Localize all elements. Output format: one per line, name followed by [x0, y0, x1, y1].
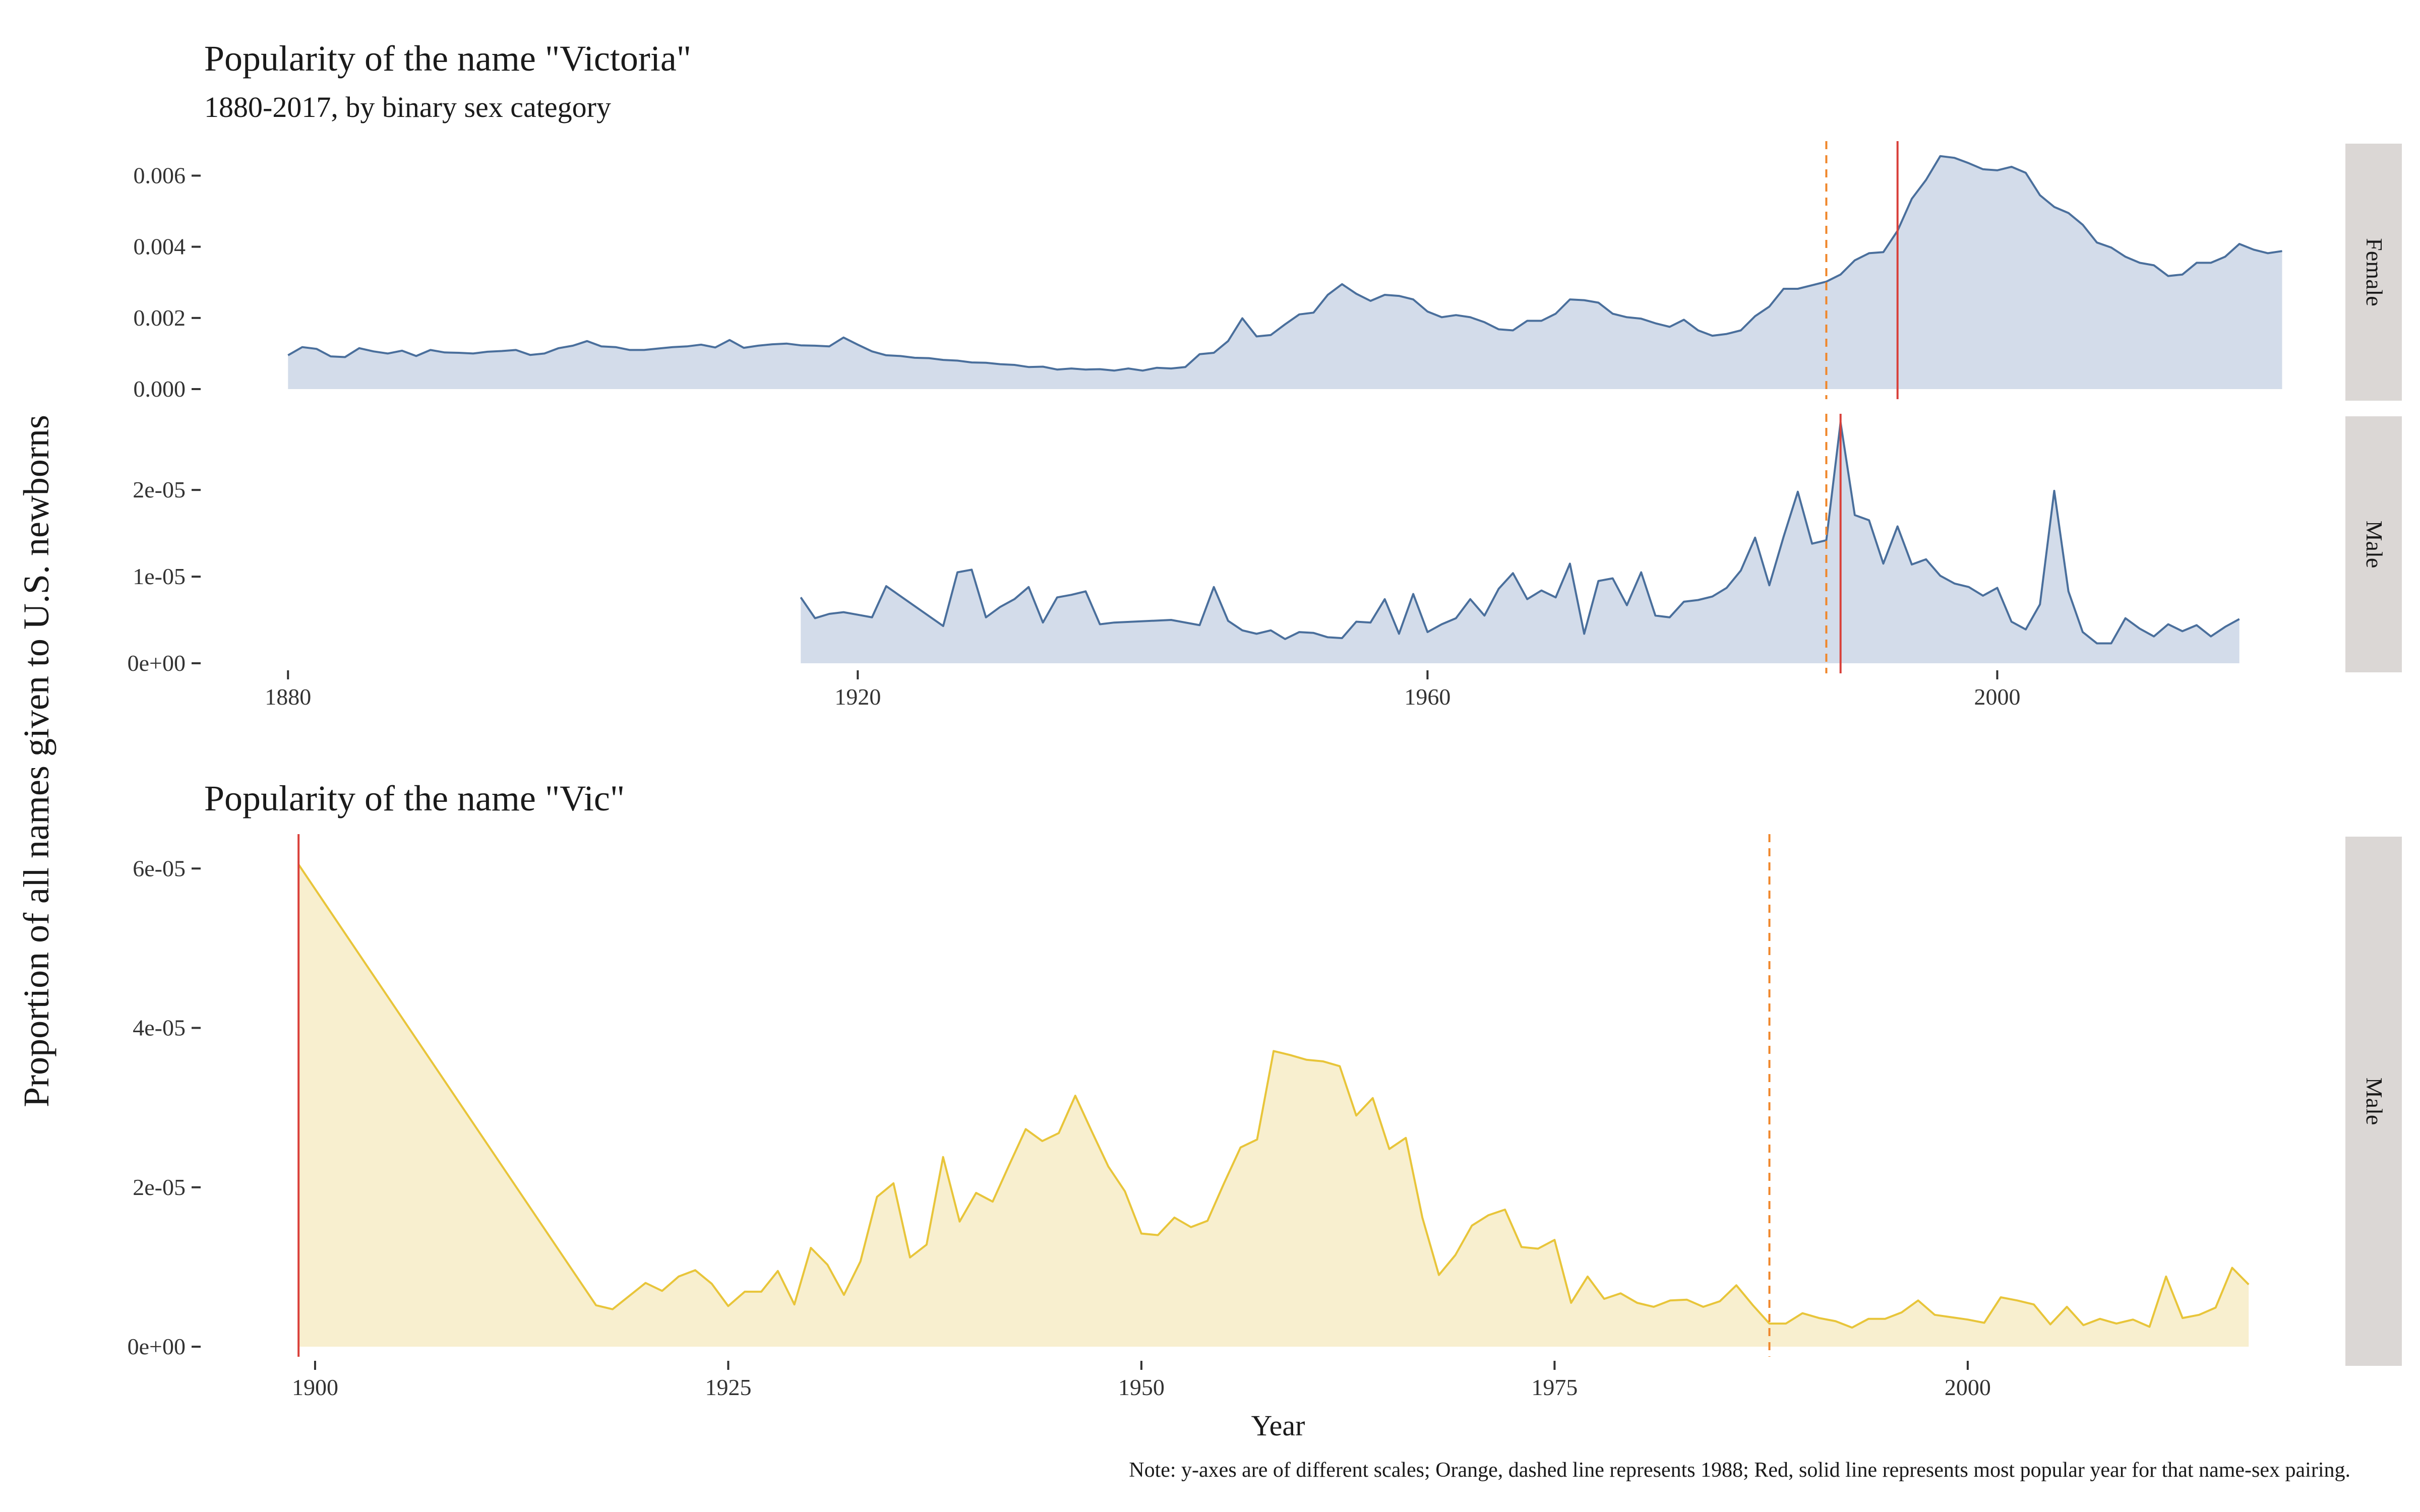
- x-tick-label: 1975: [1531, 1374, 1578, 1400]
- footnote: Note: y-axes are of different scales; Or…: [1129, 1459, 2350, 1482]
- victoria-chart-title: Popularity of the name "Victoria": [204, 38, 691, 79]
- x-tick-label: 1960: [1404, 684, 1450, 710]
- y-tick-label: 0.000: [134, 376, 186, 402]
- y-tick-label: 0e+00: [128, 1334, 186, 1359]
- x-tick-label: 1950: [1118, 1374, 1165, 1400]
- strip-label: Female: [2362, 238, 2387, 306]
- victoria-x-axis: 1880 1920 1960 2000: [265, 670, 2020, 710]
- strip-victoria-male: Male: [2345, 416, 2402, 672]
- series-line: [287, 155, 2282, 372]
- series-line: [297, 864, 2250, 1329]
- x-tick-label: 2000: [1974, 684, 2020, 710]
- x-tick-label: 1925: [705, 1374, 751, 1400]
- y-axis-title: Proportion of all names given to U.S. ne…: [16, 415, 56, 1107]
- x-tick-label: 1880: [265, 684, 311, 710]
- victoria-female-panel: 0.000 0.002 0.004 0.006: [134, 141, 2282, 402]
- victoria-male-panel: 0e+00 1e-05 2e-05: [128, 414, 2240, 676]
- y-tick-label: 1e-05: [133, 563, 186, 589]
- y-tick-label: 4e-05: [133, 1015, 186, 1041]
- vic-chart-title: Popularity of the name "Vic": [204, 778, 625, 818]
- y-tick-label: 0.002: [134, 305, 186, 331]
- area-fill: [288, 156, 2282, 389]
- x-tick-label: 1900: [292, 1374, 338, 1400]
- strip-victoria-female: Female: [2345, 144, 2402, 401]
- vic-x-axis: 1900 1925 1950 1975 2000: [292, 1361, 1991, 1400]
- area-fill: [801, 422, 2240, 663]
- strip-label: Male: [2362, 1078, 2387, 1125]
- x-tick-label: 1920: [834, 684, 881, 710]
- x-tick-label: 2000: [1945, 1374, 1991, 1400]
- y-tick-label: 0e+00: [128, 650, 186, 676]
- y-tick-label: 6e-05: [133, 855, 186, 881]
- victoria-chart-subtitle: 1880-2017, by binary sex category: [204, 91, 611, 123]
- strip-vic-male: Male: [2345, 837, 2402, 1366]
- y-tick-label: 2e-05: [133, 477, 186, 502]
- y-tick-label: 0.004: [134, 234, 186, 260]
- area-fill: [298, 864, 2249, 1347]
- y-tick-label: 2e-05: [133, 1174, 186, 1200]
- y-tick-label: 0.006: [134, 163, 186, 188]
- strip-label: Male: [2362, 521, 2387, 569]
- x-axis-title: Year: [1251, 1409, 1305, 1442]
- vic-male-panel: 0e+00 2e-05 4e-05 6e-05: [128, 834, 2250, 1359]
- series-line: [800, 421, 2240, 645]
